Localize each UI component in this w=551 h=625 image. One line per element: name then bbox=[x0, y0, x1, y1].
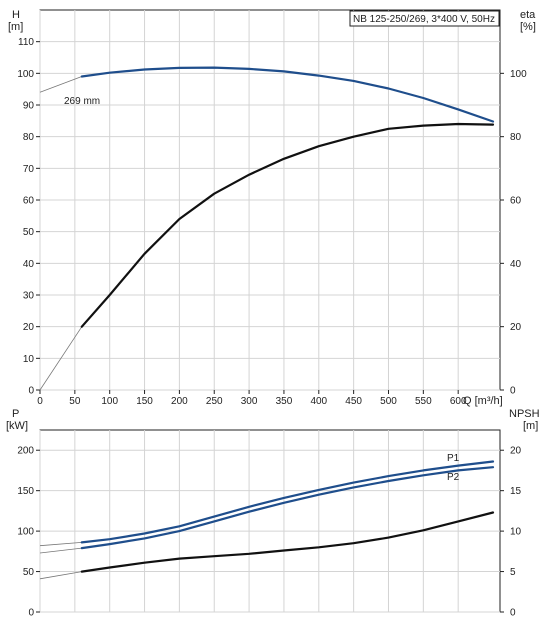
series-label-p2: P2 bbox=[447, 472, 460, 483]
x-tick-label: 350 bbox=[276, 396, 293, 407]
y-right-tick-label: 0 bbox=[510, 608, 516, 619]
y-right-tick-label: 60 bbox=[510, 196, 522, 207]
bottom-right-y-ticks: 0 5 10 15 20 bbox=[500, 446, 522, 619]
curve-extension-line bbox=[39, 326, 83, 391]
x-tick-label: 450 bbox=[345, 396, 362, 407]
bottom-left-axis-unit: [kW] bbox=[6, 420, 28, 432]
bottom-left-y-ticks: 0 50 100 150 200 bbox=[17, 446, 40, 619]
curve-extension-line bbox=[39, 76, 82, 93]
x-tick-label: 50 bbox=[69, 396, 81, 407]
y-left-tick-label: 50 bbox=[23, 567, 35, 578]
top-left-axis-unit: [m] bbox=[8, 21, 23, 33]
x-tick-label: 500 bbox=[380, 396, 397, 407]
x-axis-label: Q [m³/h] bbox=[463, 395, 503, 407]
curve-extension-line bbox=[39, 571, 82, 580]
bottom-left-axis-title: P bbox=[12, 408, 19, 420]
top-right-axis-unit: [%] bbox=[520, 21, 536, 33]
impeller-diameter-label: 269 mm bbox=[64, 96, 100, 107]
top-right-axis-title: eta bbox=[520, 9, 536, 21]
top-x-ticks: 0 50 100 150 200 250 300 350 400 450 500 550 600 bbox=[37, 390, 467, 407]
chart-title: NB 125-250/269, 3*400 V, 50Hz bbox=[353, 14, 495, 25]
y-right-tick-label: 10 bbox=[510, 527, 522, 538]
y-right-tick-label: 5 bbox=[510, 567, 516, 578]
x-tick-label: 250 bbox=[206, 396, 223, 407]
y-left-tick-label: 70 bbox=[23, 164, 35, 175]
chart-title-box bbox=[349, 10, 500, 27]
series-line-eta bbox=[80, 122, 495, 328]
x-tick-label: 300 bbox=[241, 396, 258, 407]
y-left-tick-label: 30 bbox=[23, 291, 35, 302]
head-efficiency-panel: 0 50 100 150 200 250 300 350 400 450 500 550 600 010… bbox=[8, 9, 536, 407]
bottom-series bbox=[39, 460, 495, 580]
curve-extension-line bbox=[39, 547, 82, 554]
y-left-tick-label: 90 bbox=[23, 101, 35, 112]
series-line-npsh bbox=[80, 511, 495, 573]
series-line-h bbox=[80, 66, 495, 123]
x-tick-label: 550 bbox=[415, 396, 432, 407]
y-right-tick-label: 20 bbox=[510, 446, 522, 457]
power-npsh-panel: 0 50 100 150 200 0 5 10 15 20 P [kW] NPSH [m] P1… bbox=[6, 408, 540, 619]
y-left-tick-label: 20 bbox=[23, 322, 35, 333]
x-tick-label: 400 bbox=[310, 396, 327, 407]
top-left-y-ticks: 0 10 20 30 40 50 60 70 80 90 100 110 bbox=[17, 37, 40, 397]
bottom-plot-area bbox=[39, 429, 501, 613]
y-right-tick-label: 20 bbox=[510, 322, 522, 333]
bottom-right-axis-title: NPSH bbox=[509, 408, 540, 420]
y-left-tick-label: 0 bbox=[28, 386, 34, 397]
y-left-tick-label: 200 bbox=[17, 446, 34, 457]
x-tick-label: 200 bbox=[171, 396, 188, 407]
top-right-y-ticks: 0 20 40 60 80 100 bbox=[500, 69, 527, 397]
series-line-p2 bbox=[80, 466, 495, 550]
curve-extension-line bbox=[39, 542, 82, 547]
bottom-right-axis-unit: [m] bbox=[523, 420, 538, 432]
y-left-tick-label: 100 bbox=[17, 69, 34, 80]
y-left-tick-label: 150 bbox=[17, 486, 34, 497]
x-tick-label: 150 bbox=[136, 396, 153, 407]
y-left-tick-label: 0 bbox=[28, 608, 34, 619]
y-left-tick-label: 10 bbox=[23, 354, 35, 365]
y-left-tick-label: 40 bbox=[23, 259, 35, 270]
series-label-p1: P1 bbox=[447, 453, 460, 464]
y-left-tick-label: 110 bbox=[18, 37, 34, 48]
series-line-p1 bbox=[80, 460, 495, 544]
x-tick-label: 0 bbox=[37, 396, 43, 407]
x-tick-label: 600 bbox=[450, 396, 467, 407]
y-left-tick-label: 100 bbox=[17, 527, 34, 538]
top-left-axis-title: H bbox=[12, 9, 20, 21]
y-right-tick-label: 100 bbox=[510, 69, 527, 80]
y-right-tick-label: 0 bbox=[510, 386, 516, 397]
y-right-tick-label: 80 bbox=[510, 132, 522, 143]
y-right-tick-label: 15 bbox=[510, 486, 522, 497]
top-series bbox=[39, 66, 495, 391]
x-tick-label: 100 bbox=[101, 396, 118, 407]
y-right-tick-label: 40 bbox=[510, 259, 522, 270]
y-left-tick-label: 50 bbox=[23, 227, 35, 238]
y-left-tick-label: 60 bbox=[23, 196, 35, 207]
y-left-tick-label: 80 bbox=[23, 132, 35, 143]
